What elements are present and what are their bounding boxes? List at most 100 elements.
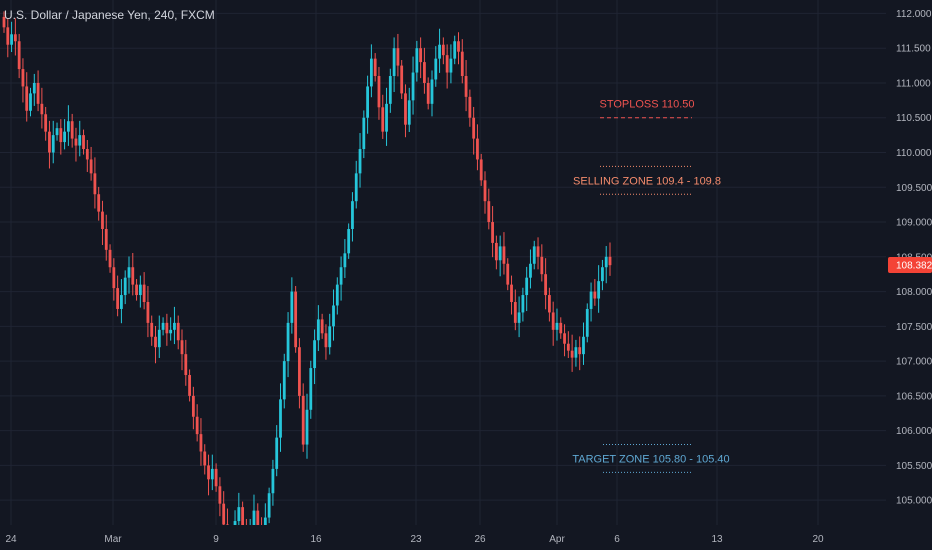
candle-body <box>328 326 332 348</box>
candle-body <box>165 322 169 334</box>
price-tick-label: 105.000 <box>896 496 932 507</box>
candle-body <box>184 354 188 376</box>
candle-body <box>608 256 612 266</box>
time-tick-label: Apr <box>549 534 565 545</box>
candle-body <box>135 284 138 296</box>
candle-body <box>529 263 532 278</box>
candle-body <box>116 288 120 309</box>
candle-body <box>559 322 563 334</box>
time-tick-label: 6 <box>614 534 620 545</box>
candle-body <box>309 368 313 410</box>
candle-body <box>362 117 366 150</box>
candle-body <box>555 322 559 330</box>
candle-body <box>188 375 191 396</box>
time-tick-label: 9 <box>213 534 219 545</box>
candle-body <box>510 284 513 303</box>
candle-body <box>449 58 453 73</box>
candle-body <box>203 451 207 466</box>
candle-body <box>2 16 6 28</box>
candle-body <box>294 291 298 348</box>
candle-body <box>548 295 551 313</box>
candle-body <box>434 58 438 80</box>
last-price-value: 108.382 <box>896 261 932 272</box>
candle-body <box>286 322 290 362</box>
candle-body <box>400 65 404 94</box>
time-tick-label: 24 <box>5 534 17 545</box>
candle-body <box>93 173 97 195</box>
candle-body <box>574 347 578 358</box>
candle-body <box>29 93 32 111</box>
candle-body <box>13 34 17 42</box>
candle-body <box>479 159 483 181</box>
time-tick-label: 13 <box>711 534 723 545</box>
candle-body <box>237 507 241 522</box>
candle-body <box>604 256 608 268</box>
candle-body <box>536 246 540 257</box>
candle-body <box>566 343 570 351</box>
candle-body <box>271 468 275 494</box>
candle-body <box>385 103 388 132</box>
candle-body <box>256 510 260 528</box>
price-tick-label: 111.000 <box>896 78 931 89</box>
candle-body <box>593 291 597 299</box>
candle-body <box>127 267 131 278</box>
candle-body <box>392 48 396 77</box>
candle-body <box>6 27 10 45</box>
candle-body <box>396 48 400 66</box>
candle-body <box>154 336 157 348</box>
candle-body <box>101 211 104 229</box>
candle-body <box>210 468 214 480</box>
candle-body <box>476 138 479 160</box>
price-tick-label: 110.500 <box>896 113 932 124</box>
price-tick-label: 107.500 <box>896 322 932 333</box>
candle-body <box>298 347 301 396</box>
candle-body <box>438 44 441 59</box>
candle-body <box>525 277 529 296</box>
candle-body <box>146 302 150 323</box>
price-tick-label: 111.500 <box>896 44 931 55</box>
candle-body <box>453 41 457 59</box>
candle-body <box>241 507 245 528</box>
candle-body <box>120 295 123 309</box>
candle-body <box>279 399 282 438</box>
candle-body <box>445 55 449 73</box>
candle-body <box>388 76 392 104</box>
candle-body <box>275 437 279 469</box>
candle-body <box>441 44 445 56</box>
candle-body <box>369 58 373 87</box>
candle-body <box>491 222 494 243</box>
candle-body <box>426 82 430 104</box>
price-tick-label: 109.500 <box>896 183 932 194</box>
time-axis-bg <box>0 525 932 550</box>
candle-body <box>517 312 521 323</box>
time-axis[interactable]: 24 Mar 9 16 23 26 Apr 6 13 20 <box>0 525 932 550</box>
candle-body <box>214 468 218 487</box>
time-tick-label: 20 <box>812 534 824 545</box>
candle-body <box>563 333 566 344</box>
candle-body <box>578 347 582 355</box>
candle-body <box>32 82 36 94</box>
candle-body <box>335 284 339 306</box>
candle-body <box>48 131 51 153</box>
candle-body <box>59 128 63 143</box>
candle-body <box>108 249 112 268</box>
candle-body <box>36 82 40 104</box>
candle-body <box>407 100 411 125</box>
candle-body <box>301 395 305 445</box>
candle-body <box>487 201 491 223</box>
candle-body <box>180 340 184 355</box>
candle-body <box>63 131 66 143</box>
candle-body <box>89 159 93 174</box>
candles <box>2 11 612 550</box>
candle-body <box>513 302 517 323</box>
candle-body <box>585 308 589 337</box>
price-tick-label: 107.000 <box>896 357 932 368</box>
candle-body <box>78 135 82 146</box>
candle-body <box>267 493 271 518</box>
candle-body <box>339 267 343 285</box>
candle-body <box>131 267 135 285</box>
candle-body <box>468 96 472 118</box>
candle-body <box>411 72 415 101</box>
chart-title: U.S. Dollar / Japanese Yen, 240, FXCM <box>4 8 215 22</box>
